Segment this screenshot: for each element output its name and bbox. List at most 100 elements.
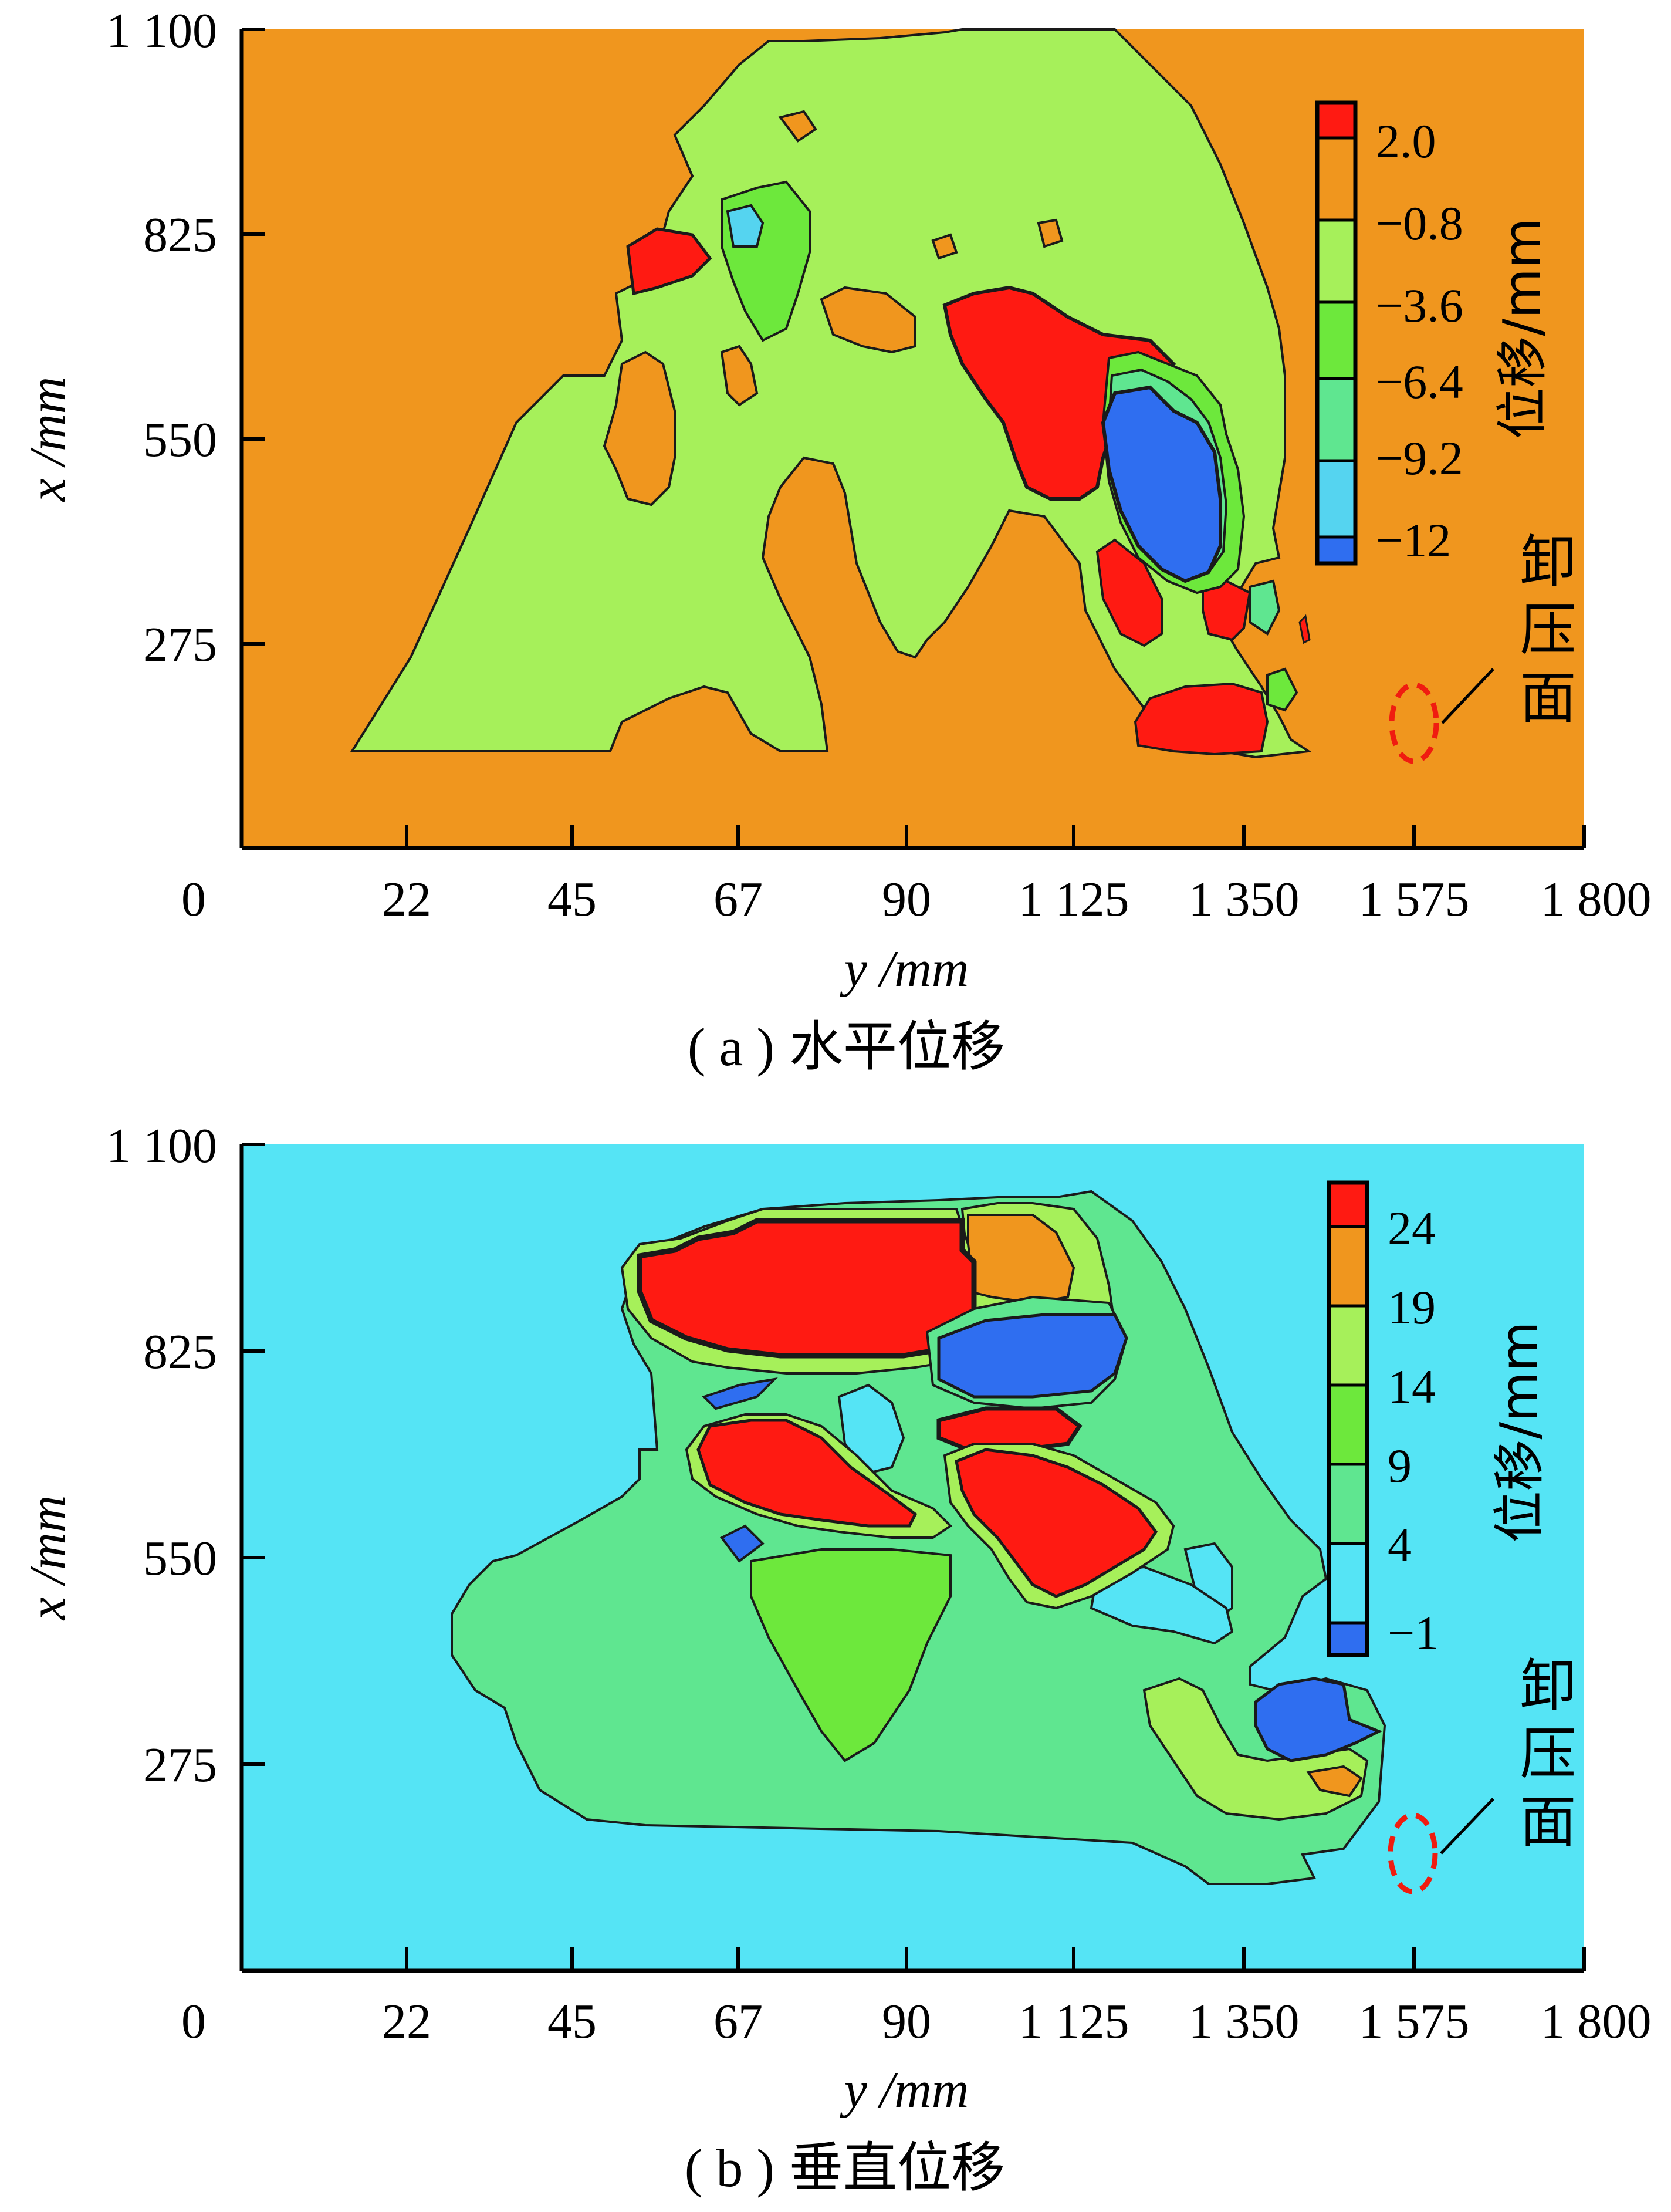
colorbar-swatch	[1329, 1306, 1367, 1385]
contour-region-blue-lower-right	[1254, 1677, 1383, 1762]
contour-region-red-center	[936, 1406, 1083, 1452]
contour-region-blue-small-2	[719, 1524, 765, 1563]
contour-region-orange-1	[967, 1214, 1075, 1305]
panel-caption-label: ( b )	[685, 2138, 774, 2198]
colorbar-label: −0.8	[1376, 197, 1463, 250]
pressure-relief-annotation: 卸压面	[1389, 532, 1576, 764]
contour-region-blue-small-1	[702, 1377, 778, 1410]
contour-region-teal-small	[1249, 579, 1281, 636]
x-axis-label: y /mm	[840, 941, 969, 998]
x-tick-label: 45	[547, 1994, 597, 2049]
y-tick-label: 550	[143, 413, 217, 467]
x-tick-label: 0	[181, 872, 206, 927]
annotation-text: 卸压面	[1510, 532, 1576, 736]
colorbar-swatch	[1329, 1385, 1367, 1464]
colorbar: 24 19 14 9 4 −1 位移/mm	[1327, 1180, 1550, 1660]
y-tick-label: 275	[143, 617, 217, 672]
contour-region-cyan-small	[726, 204, 765, 248]
colorbar-label: 9	[1388, 1439, 1412, 1492]
annotation-text: 卸压面	[1510, 1656, 1576, 1860]
contour-region-green-main	[350, 28, 1312, 759]
panel-caption-text: 垂直位移	[789, 2136, 1005, 2199]
x-tick-label: 67	[713, 872, 763, 927]
x-tick-label: 1 350	[1189, 1994, 1300, 2049]
colorbar-label: 24	[1388, 1201, 1436, 1255]
x-tick-label: 1 800	[1541, 1994, 1652, 2049]
contour-island-orange-1	[603, 350, 676, 506]
y-tick-label: 550	[143, 1531, 217, 1586]
colorbar-label: 14	[1388, 1360, 1436, 1413]
contour-region-red-5	[1202, 579, 1251, 641]
panel-caption-label: ( a )	[688, 1017, 774, 1077]
contour-region-green-wedge	[750, 1548, 952, 1762]
y-tick-label: 825	[143, 208, 217, 262]
contour-island-orange-3	[820, 286, 916, 354]
y-ticks	[242, 1143, 265, 1766]
y-axis-label: x /mm	[19, 1495, 76, 1622]
panel-b: 1 100 825 550 275 0 22 45 67 90 1 125 1 …	[19, 1119, 1652, 2199]
contour-region-red-top	[637, 1218, 977, 1359]
contour-region-red-left-middle	[696, 1419, 918, 1528]
x-tick-label: 1 350	[1189, 872, 1300, 927]
contour-region-red-6	[1134, 682, 1269, 756]
x-tick-label: 0	[181, 1994, 206, 2049]
contour-island-cyan-2	[1090, 1565, 1234, 1645]
panel-a: 1 100 825 550 275 0 22 45 67 90 1 125 1 …	[19, 4, 1652, 1078]
colorbar-swatch	[1317, 379, 1355, 461]
panel-caption-text: 水平位移	[789, 1015, 1005, 1078]
x-tick-label: 22	[382, 872, 431, 927]
colorbar-label: 19	[1388, 1281, 1436, 1334]
colorbar-swatch	[1329, 1464, 1367, 1544]
x-tick-label: 1 575	[1359, 1994, 1470, 2049]
contour-region-red-1	[626, 227, 712, 296]
x-tick-label: 1 125	[1019, 872, 1129, 927]
colorbar-swatch	[1329, 1623, 1367, 1655]
colorbar-label: −9.2	[1376, 431, 1463, 485]
colorbar-swatch	[1329, 1544, 1367, 1623]
y-tick-label: 825	[143, 1325, 217, 1379]
colorbar-title: 位移/mm	[1492, 218, 1552, 439]
colorbar-label: 4	[1388, 1518, 1412, 1572]
y-tick-label: 1 100	[106, 4, 217, 58]
contour-region-red-4	[1095, 538, 1163, 647]
colorbar-swatch	[1317, 138, 1355, 220]
x-tick-label: 1 800	[1541, 872, 1652, 927]
contour-region-blue	[1101, 385, 1222, 583]
colorbar-label: −6.4	[1376, 355, 1463, 408]
contour-region-teal-small-2	[1266, 667, 1298, 712]
colorbar-swatch	[1317, 537, 1355, 563]
pressure-relief-marker	[1388, 1812, 1438, 1894]
contour-island-orange-5	[1037, 218, 1064, 248]
contour-region-blue-top	[937, 1313, 1128, 1399]
colorbar-title: 位移/mm	[1489, 1321, 1550, 1542]
colorbar-swatch	[1317, 220, 1355, 302]
y-tick-label: 275	[143, 1738, 217, 1792]
colorbar-label: −3.6	[1376, 279, 1463, 332]
annotation-leader-line	[1441, 668, 1494, 724]
colorbar-swatch	[1317, 461, 1355, 537]
colorbar-swatch	[1317, 302, 1355, 379]
contour-region-orange-lower-right	[1306, 1765, 1363, 1798]
colorbar-frame	[1327, 1180, 1369, 1657]
y-axis-label: x /mm	[19, 377, 76, 503]
contour-island-orange-4	[931, 233, 958, 260]
x-ticks	[405, 1947, 1586, 1971]
contour-region-red-7	[1298, 614, 1311, 644]
pressure-relief-marker	[1389, 682, 1439, 764]
contour-island-orange-2	[720, 345, 759, 407]
x-tick-label: 45	[547, 872, 597, 927]
colorbar-label: −1	[1388, 1606, 1439, 1660]
contour-island-orange-6	[778, 110, 817, 143]
x-axis-label: y /mm	[840, 2062, 969, 2119]
pressure-relief-annotation: 卸压面	[1388, 1656, 1576, 1894]
colorbar-label: 2.0	[1376, 114, 1436, 168]
colorbar-swatch	[1329, 1227, 1367, 1306]
x-tick-label: 1 125	[1019, 1994, 1129, 2049]
y-tick-label: 1 100	[106, 1119, 217, 1173]
x-tick-label: 1 575	[1359, 872, 1470, 927]
colorbar-swatch	[1317, 103, 1355, 138]
colorbar: 2.0 −0.8 −3.6 −6.4 −9.2 −12 位移/mm	[1315, 100, 1552, 567]
contour-region-red-right-middle	[955, 1448, 1158, 1598]
contour-region-green-lower-right	[1142, 1677, 1369, 1821]
